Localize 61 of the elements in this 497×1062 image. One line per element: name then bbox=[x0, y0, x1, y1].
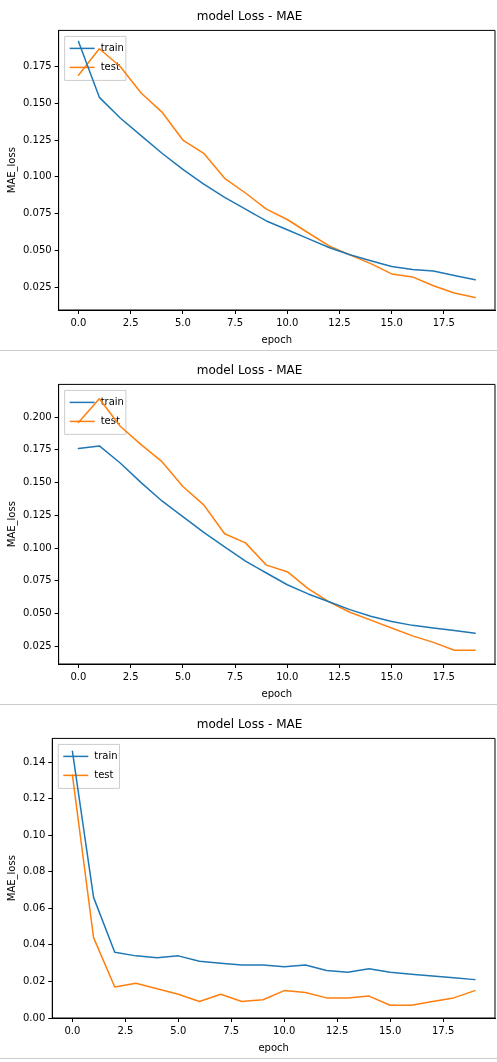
x-tick-label: 15.0 bbox=[380, 670, 403, 682]
y-tick-label: 0.050 bbox=[22, 607, 52, 619]
x-tick-label: 17.5 bbox=[432, 670, 455, 682]
x-tick-label: 12.5 bbox=[328, 670, 351, 682]
x-tick-label: 15.0 bbox=[379, 1024, 402, 1036]
x-tick-label: 5.0 bbox=[170, 1024, 187, 1036]
y-tick-label: 0.100 bbox=[22, 541, 52, 553]
y-tick-label: 0.175 bbox=[22, 60, 52, 72]
x-tick-label: 7.5 bbox=[227, 670, 244, 682]
legend-label: train bbox=[100, 41, 124, 53]
x-tick-label: 2.5 bbox=[122, 316, 139, 328]
y-tick-label: 0.10 bbox=[23, 828, 46, 840]
x-tick-label: 2.5 bbox=[122, 670, 139, 682]
y-tick-label: 0.125 bbox=[22, 133, 52, 145]
y-tick-label: 0.04 bbox=[23, 938, 46, 950]
x-tick-label: 7.5 bbox=[223, 1024, 240, 1036]
x-tick-label: 2.5 bbox=[117, 1024, 134, 1036]
x-tick-label: 15.0 bbox=[380, 316, 403, 328]
y-axis-title: MAE_loss bbox=[5, 147, 18, 194]
chart-title: model Loss - MAE bbox=[196, 363, 303, 378]
y-axis-title: MAE_loss bbox=[5, 501, 18, 548]
y-tick-label: 0.100 bbox=[22, 170, 52, 182]
x-axis-title: epoch bbox=[258, 1041, 289, 1053]
x-tick-label: 10.0 bbox=[276, 316, 299, 328]
y-tick-label: 0.200 bbox=[22, 410, 52, 422]
y-tick-label: 0.025 bbox=[22, 280, 52, 292]
chart-title: model Loss - MAE bbox=[196, 9, 303, 24]
x-tick-label: 5.0 bbox=[174, 670, 191, 682]
x-tick-label: 12.5 bbox=[328, 316, 351, 328]
x-tick-label: 17.5 bbox=[432, 316, 455, 328]
y-axis-title: MAE_loss bbox=[5, 855, 18, 902]
x-tick-label: 10.0 bbox=[276, 670, 299, 682]
y-tick-label: 0.125 bbox=[22, 508, 52, 520]
y-tick-label: 0.08 bbox=[23, 865, 46, 877]
y-tick-label: 0.175 bbox=[22, 443, 52, 455]
y-tick-label: 0.150 bbox=[22, 476, 52, 488]
y-tick-label: 0.14 bbox=[23, 755, 46, 767]
x-axis-title: epoch bbox=[261, 333, 293, 345]
x-tick-label: 0.0 bbox=[64, 1024, 81, 1036]
y-tick-label: 0.06 bbox=[23, 901, 46, 913]
y-tick-label: 0.02 bbox=[23, 975, 46, 987]
y-tick-label: 0.025 bbox=[22, 639, 52, 651]
chart-title: model Loss - MAE bbox=[196, 717, 303, 732]
y-tick-label: 0.075 bbox=[22, 207, 52, 219]
legend-label: test bbox=[94, 768, 114, 780]
x-tick-label: 12.5 bbox=[326, 1024, 349, 1036]
legend-label: train bbox=[100, 395, 124, 407]
y-tick-label: 0.150 bbox=[22, 96, 52, 108]
x-tick-label: 17.5 bbox=[431, 1024, 455, 1036]
x-axis-title: epoch bbox=[261, 687, 293, 699]
y-tick-label: 0.050 bbox=[22, 243, 52, 255]
x-tick-label: 0.0 bbox=[70, 670, 87, 682]
y-tick-label: 0.00 bbox=[23, 1011, 46, 1023]
legend-label: test bbox=[100, 60, 120, 72]
x-tick-label: 5.0 bbox=[174, 316, 191, 328]
legend-label: train bbox=[94, 749, 118, 761]
x-tick-label: 7.5 bbox=[227, 316, 244, 328]
x-tick-label: 0.0 bbox=[70, 316, 87, 328]
y-tick-label: 0.12 bbox=[23, 792, 46, 804]
y-tick-label: 0.075 bbox=[22, 574, 52, 586]
x-tick-label: 10.0 bbox=[273, 1024, 296, 1036]
